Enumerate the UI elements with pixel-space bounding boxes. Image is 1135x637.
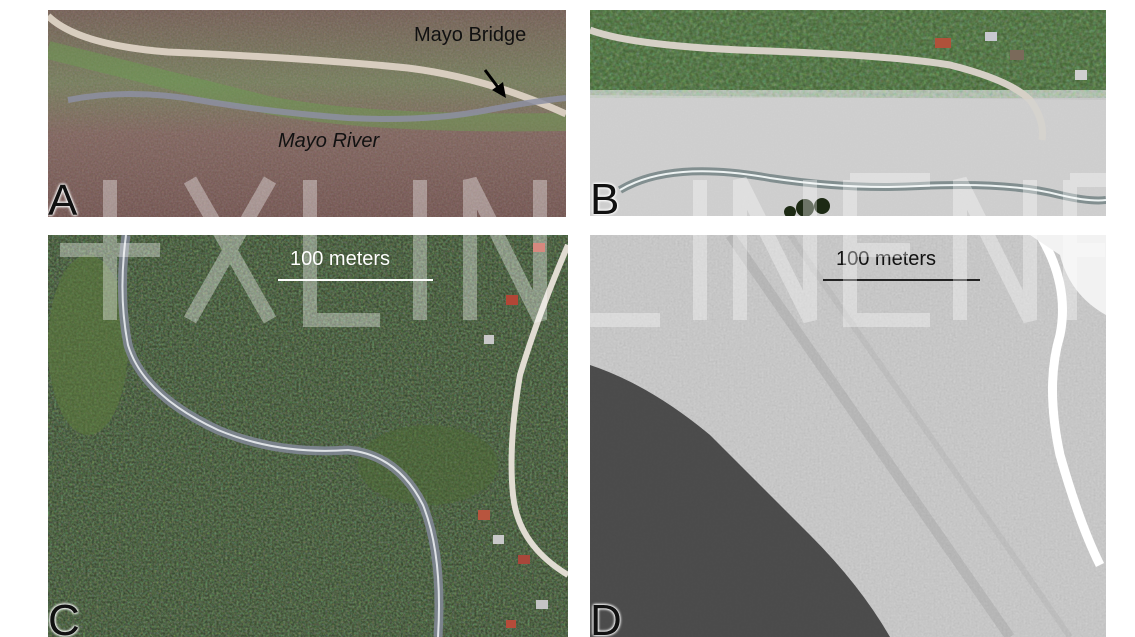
- road: [48, 13, 566, 118]
- panel-c: 100 meters C: [48, 235, 568, 637]
- panel-c-photo: [48, 235, 568, 637]
- arrow-icon: [483, 69, 506, 98]
- panel-a: Mayo Bridge Mayo River A: [48, 10, 566, 217]
- panel-a-photo: [48, 10, 566, 217]
- river-channel: [1036, 235, 1105, 568]
- panel-letter-d: D: [590, 596, 622, 637]
- scale-bar: [823, 279, 980, 281]
- panel-d-photo: [590, 235, 1106, 637]
- mayo-river: [67, 91, 566, 122]
- road: [508, 243, 568, 578]
- mayo-bridge-label: Mayo Bridge: [414, 24, 527, 46]
- palm-trees: [784, 198, 830, 216]
- panel-d: 100 meters D: [590, 235, 1106, 637]
- forest-region: [590, 365, 890, 637]
- scale-bar: [278, 279, 433, 281]
- panel-letter-a: A: [48, 176, 78, 218]
- scale-label: 100 meters: [290, 248, 391, 270]
- panel-b-photo: [590, 10, 1106, 216]
- houses: [478, 243, 548, 628]
- panel-letter-b: B: [590, 175, 620, 217]
- panel-b: B: [590, 10, 1106, 216]
- panel-letter-c: C: [48, 596, 80, 637]
- mayo-river-label: Mayo River: [278, 130, 380, 152]
- scale-label: 100 meters: [836, 248, 937, 270]
